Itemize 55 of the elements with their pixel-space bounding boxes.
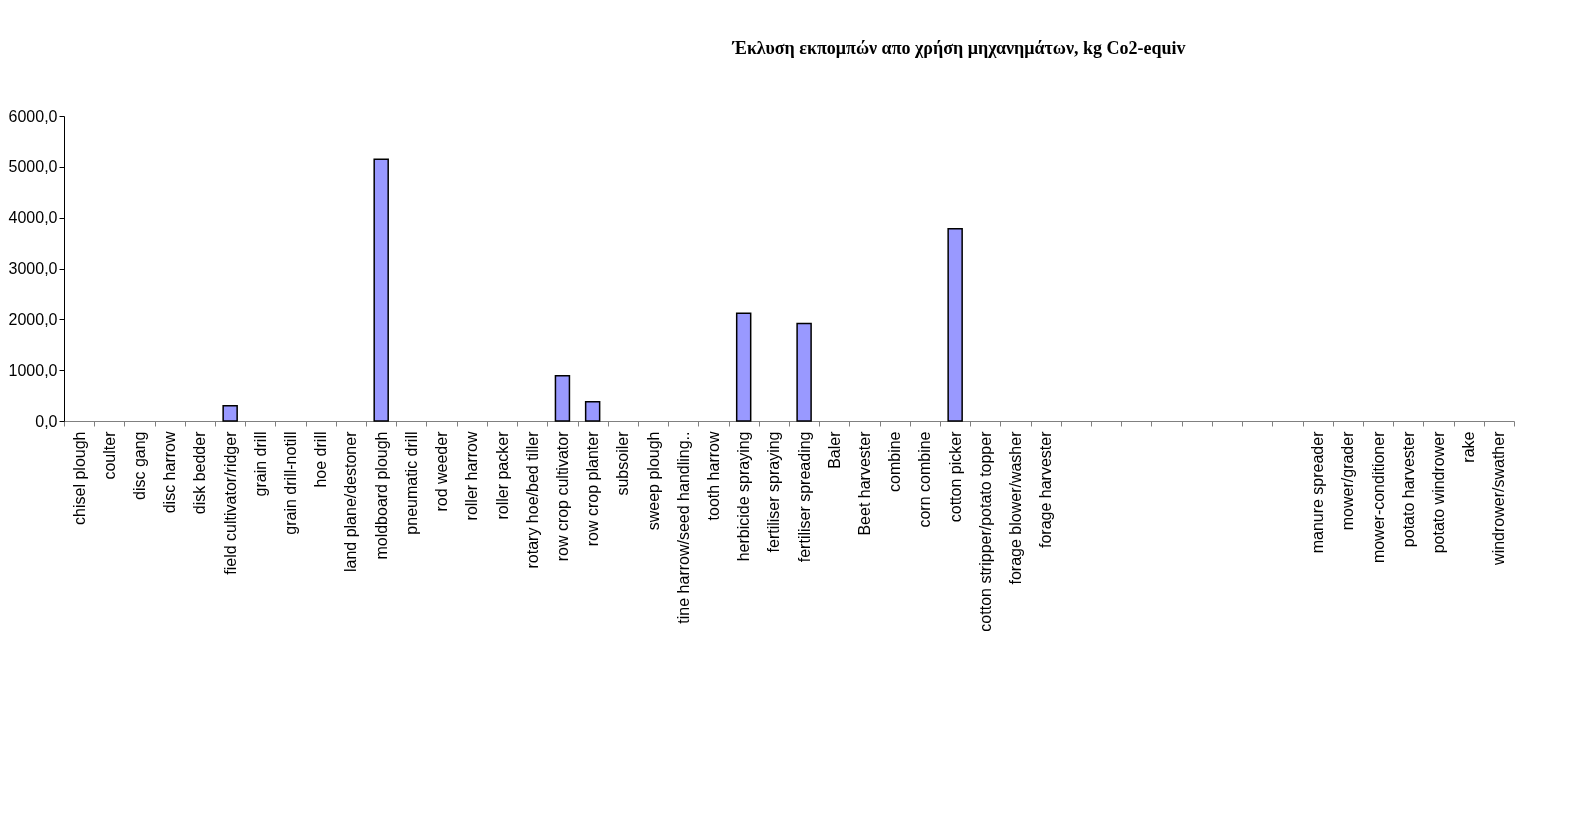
x-tick-label: cotton stripper/potato topper: [976, 430, 994, 632]
x-tick-label: grain drill: [251, 431, 269, 497]
y-tick-label: 5000,0: [8, 158, 58, 176]
x-tick-label: field cultivator/ridger: [221, 430, 239, 575]
y-tick-label: 1000,0: [8, 361, 58, 379]
x-tick-label: manure spreader: [1309, 430, 1327, 554]
x-tick-label: fertiliser spraying: [765, 431, 783, 553]
x-tick-label: row crop planter: [584, 430, 602, 547]
bar: [554, 375, 571, 422]
x-tick-label: fertiliser spreading: [795, 431, 813, 563]
y-tick-label: 0,0: [35, 412, 58, 430]
x-tick-label: potato windrower: [1429, 430, 1447, 554]
y-tick-label: 6000,0: [8, 107, 58, 125]
chart-title: Έκλυση εκπομπών απο χρήση μηχανημάτων, kg Co2-equiv: [731, 38, 1186, 58]
x-tick-label: corn combine: [916, 431, 934, 528]
x-tick-label: tine harrow/seed handling..: [674, 431, 692, 624]
x-tick-label: chisel plough: [70, 431, 88, 525]
x-tick-label: hoe drill: [312, 431, 330, 488]
x-tick-label: sweep plough: [644, 431, 662, 531]
bar: [584, 400, 601, 422]
x-tick-label: roller harrow: [463, 431, 481, 521]
x-tick-label: rotary hoe/bed tiller: [523, 430, 541, 569]
x-tick-label: grain drill-notill: [282, 431, 300, 535]
x-tick-label: mower/grader: [1339, 430, 1357, 531]
x-tick-label: rod weeder: [433, 430, 451, 512]
x-tick-label: cotton picker: [946, 430, 964, 523]
x-tick-label: row crop cultivator: [553, 430, 571, 562]
y-tick-label: 2000,0: [8, 310, 58, 328]
x-tick-label: roller packer: [493, 430, 511, 520]
x-tick-label: disc gang: [131, 431, 149, 500]
x-tick-label: Baler: [825, 430, 843, 469]
x-tick-label: land plane/destoner: [342, 430, 360, 573]
x-tick-label: moldboard plough: [372, 431, 390, 560]
x-tick-label: combine: [886, 431, 904, 492]
x-tick-label: disc harrow: [161, 431, 179, 514]
x-tick-label: disk bedder: [191, 430, 209, 515]
x-tick-label: coulter: [100, 430, 118, 480]
bar: [796, 322, 812, 422]
x-tick-label: windrower/swather: [1490, 430, 1508, 566]
x-tick-label: subsoiler: [614, 430, 632, 496]
x-tick-label: rake: [1460, 431, 1478, 463]
x-tick-label: potato harvester: [1399, 430, 1417, 548]
y-tick-label: 4000,0: [8, 209, 58, 227]
bar: [947, 228, 963, 422]
y-tick-label: 3000,0: [8, 260, 58, 277]
x-tick-label: tooth harrow: [704, 431, 722, 521]
x-tick-label: forage blower/washer: [1007, 430, 1025, 585]
bar: [373, 158, 389, 422]
x-tick-label: herbicide spraying: [735, 431, 753, 562]
bar: [222, 405, 238, 422]
x-tick-label: mower-conditioner: [1369, 430, 1387, 564]
x-tick-label: Beet harvester: [856, 430, 874, 536]
x-tick-label: forage harvester: [1037, 430, 1055, 549]
x-tick-label: pneumatic drill: [402, 431, 420, 535]
bar: [735, 312, 752, 422]
